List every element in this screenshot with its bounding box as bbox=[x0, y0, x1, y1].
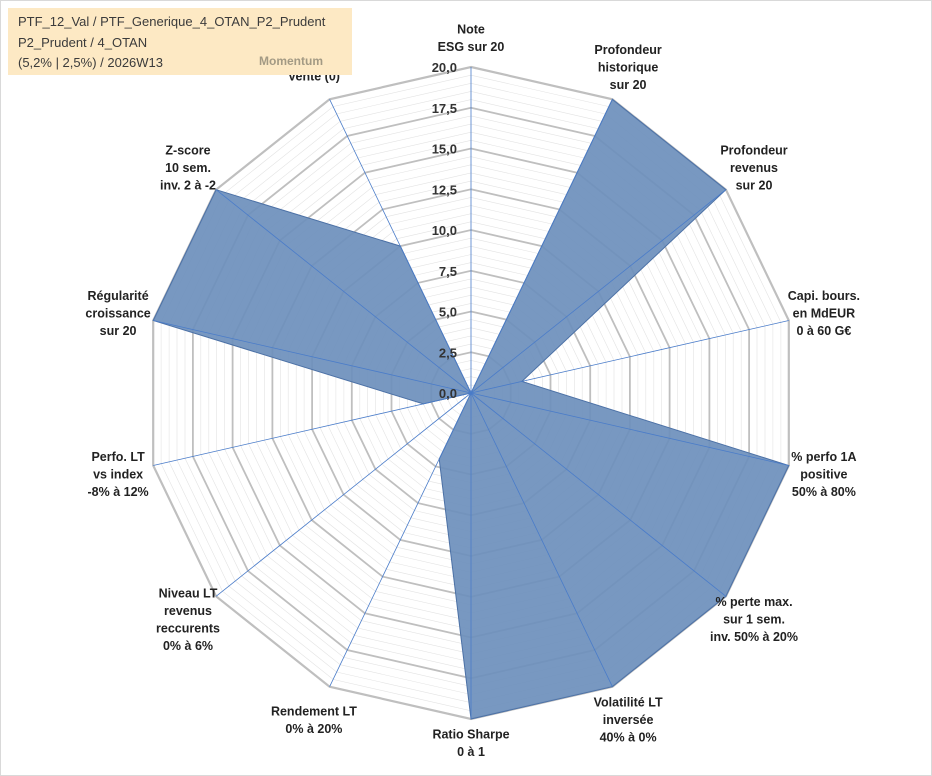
axis-label-line: inv. 2 à -2 bbox=[160, 179, 216, 193]
axis-spoke bbox=[329, 99, 472, 394]
radial-tick-labels: 0,0 2,5 5,0 7,5 10,0 12,5 15,0 17,5 20,0 bbox=[432, 60, 457, 401]
axis-label-line: % perte max. bbox=[715, 595, 792, 609]
axis-label: Note ESG sur 20 bbox=[438, 23, 505, 55]
radial-tick-label: 10,0 bbox=[432, 223, 457, 238]
axis-label: Ratio Sharpe 0 à 1 bbox=[432, 728, 509, 760]
axis-label-line: 40% à 0% bbox=[600, 731, 657, 745]
axis-label-line: 0 à 1 bbox=[457, 745, 485, 759]
axis-spoke bbox=[215, 189, 472, 394]
axis-label: Régularité croissance sur 20 bbox=[85, 289, 150, 338]
axis-label-line: inversée bbox=[603, 713, 654, 727]
radial-tick-label: 7,5 bbox=[439, 264, 457, 279]
portfolio-info-box: PTF_12_Val / PTF_Generique_4_OTAN_P2_Pru… bbox=[8, 8, 352, 75]
axis-label-line: historique bbox=[598, 61, 658, 75]
axis-label: % perfo 1A positive 50% à 80% bbox=[791, 450, 856, 499]
axis-spoke bbox=[470, 189, 727, 394]
radial-tick-label: 5,0 bbox=[439, 305, 457, 320]
axis-label-line: Rendement LT bbox=[271, 704, 357, 718]
axis-label-line: Profondeur bbox=[720, 144, 787, 158]
axis-label-line: -8% à 12% bbox=[88, 485, 149, 499]
axis-label-line: 0 à 60 G€ bbox=[796, 324, 851, 338]
axis-label-line: Note bbox=[457, 23, 485, 37]
axis-label-line: Ratio Sharpe bbox=[432, 728, 509, 742]
radial-tick-label: 15,0 bbox=[432, 142, 457, 157]
axis-label-line: croissance bbox=[85, 306, 150, 320]
axis-label-line: Capi. bours. bbox=[788, 289, 860, 303]
axis-label-line: vs index bbox=[93, 468, 143, 482]
momentum-label: Momentum bbox=[259, 54, 323, 68]
axis-label-line: positive bbox=[800, 468, 847, 482]
radial-tick-label: 0,0 bbox=[439, 386, 457, 401]
axis-label-line: Régularité bbox=[88, 289, 149, 303]
axis-label-line: revenus bbox=[730, 161, 778, 175]
axis-label-line: en MdEUR bbox=[793, 306, 856, 320]
axis-label: Z-score 10 sem. inv. 2 à -2 bbox=[160, 144, 216, 193]
axis-spoke bbox=[329, 392, 472, 687]
axis-spoke bbox=[470, 392, 613, 687]
axis-label-line: 0% à 6% bbox=[163, 639, 213, 653]
performance-week: (5,2% | 2,5%) / 2026W13 bbox=[18, 55, 164, 70]
axis-label: Volatilité LT inversée 40% à 0% bbox=[594, 696, 663, 745]
axis-label-line: sur 20 bbox=[100, 324, 137, 338]
axis-label-line: Perfo. LT bbox=[91, 450, 145, 464]
axis-label-line: Profondeur bbox=[594, 43, 661, 57]
axis-label-line: Volatilité LT bbox=[594, 696, 663, 710]
axis-label: Profondeur historique sur 20 bbox=[594, 43, 661, 92]
portfolio-name: PTF_12_Val / PTF_Generique_4_OTAN_P2_Pru… bbox=[18, 14, 326, 29]
axis-label-line: revenus bbox=[164, 604, 212, 618]
axis-label: Profondeur revenus sur 20 bbox=[720, 144, 787, 193]
profile-name: P2_Prudent / 4_OTAN bbox=[18, 35, 148, 50]
axis-label: % perte max. sur 1 sem. inv. 50% à 20% bbox=[710, 595, 798, 644]
axis-labels: Note ESG sur 20 Profondeur historique sur 20… bbox=[85, 23, 860, 760]
axis-spoke bbox=[470, 99, 613, 394]
axis-spoke bbox=[153, 392, 472, 466]
axis-label-line: inv. 50% à 20% bbox=[710, 630, 798, 644]
axis-label-line: Z-score bbox=[165, 144, 210, 158]
axis-spoke bbox=[153, 320, 472, 394]
axis-label-line: 10 sem. bbox=[165, 161, 211, 175]
axis-label-line: % perfo 1A bbox=[791, 450, 856, 464]
axis-label: Rendement LT 0% à 20% bbox=[271, 704, 357, 736]
axis-spoke bbox=[470, 320, 789, 394]
axis-label-line: sur 1 sem. bbox=[723, 613, 785, 627]
axis-label: Perfo. LT vs index -8% à 12% bbox=[88, 450, 149, 499]
axis-label-line: ESG sur 20 bbox=[438, 40, 505, 54]
axis-label-line: sur 20 bbox=[736, 179, 773, 193]
axis-spoke bbox=[215, 392, 472, 597]
axis-spoke bbox=[470, 392, 727, 597]
axis-label-line: 50% à 80% bbox=[792, 485, 856, 499]
axis-label-line: Niveau LT bbox=[159, 586, 218, 600]
axis-label-line: 0% à 20% bbox=[285, 722, 342, 736]
radial-tick-label: 20,0 bbox=[432, 60, 457, 75]
radial-tick-label: 12,5 bbox=[432, 182, 457, 197]
axis-label: Niveau LT revenus reccurents 0% à 6% bbox=[156, 586, 220, 653]
axis-label-line: reccurents bbox=[156, 621, 220, 635]
axis-label: Capi. bours. en MdEUR 0 à 60 G€ bbox=[788, 289, 860, 338]
radial-tick-label: 17,5 bbox=[432, 101, 457, 116]
axis-label-line: sur 20 bbox=[610, 78, 647, 92]
axis-spokes bbox=[153, 67, 789, 719]
axis-spoke bbox=[470, 392, 789, 466]
radial-tick-label: 2,5 bbox=[439, 345, 457, 360]
